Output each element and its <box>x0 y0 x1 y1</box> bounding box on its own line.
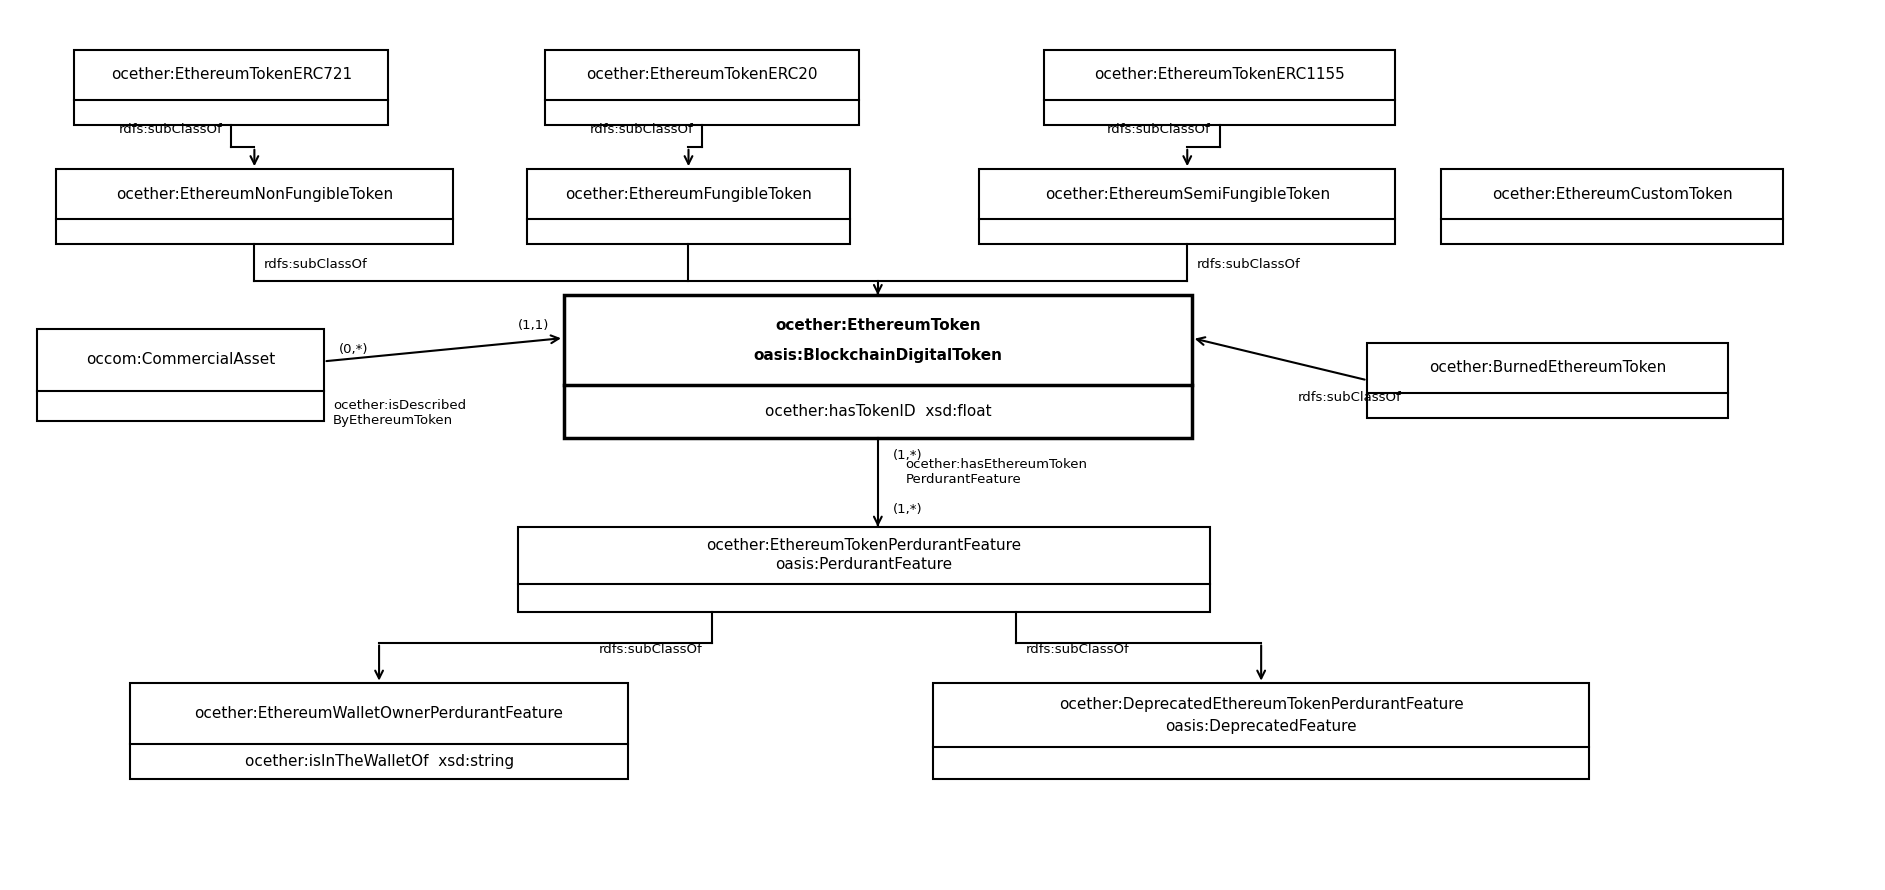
FancyBboxPatch shape <box>1442 169 1783 244</box>
Text: ocether:hasTokenID  xsd:float: ocether:hasTokenID xsd:float <box>765 404 992 419</box>
Text: ocether:isDescribed
ByEthereumToken: ocether:isDescribed ByEthereumToken <box>334 399 466 427</box>
FancyBboxPatch shape <box>518 527 1210 612</box>
Text: ocether:hasEthereumToken
PerdurantFeature: ocether:hasEthereumToken PerdurantFeatur… <box>905 458 1088 486</box>
Text: ocether:EthereumTokenERC1155: ocether:EthereumTokenERC1155 <box>1093 68 1346 83</box>
FancyBboxPatch shape <box>933 684 1589 779</box>
Text: ocether:EthereumTokenPerdurantFeature: ocether:EthereumTokenPerdurantFeature <box>707 538 1022 554</box>
Text: ocether:EthereumTokenERC721: ocether:EthereumTokenERC721 <box>111 68 352 83</box>
FancyBboxPatch shape <box>545 50 860 125</box>
Text: ocether:EthereumFungibleToken: ocether:EthereumFungibleToken <box>566 187 812 202</box>
Text: ocether:EthereumToken: ocether:EthereumToken <box>775 318 980 333</box>
Text: rdfs:subClassOf: rdfs:subClassOf <box>1299 391 1402 404</box>
Text: rdfs:subClassOf: rdfs:subClassOf <box>264 258 368 271</box>
Text: oasis:DeprecatedFeature: oasis:DeprecatedFeature <box>1165 718 1357 733</box>
Text: ocether:EthereumCustomToken: ocether:EthereumCustomToken <box>1491 187 1732 202</box>
FancyBboxPatch shape <box>1367 343 1729 417</box>
Text: ocether:EthereumWalletOwnerPerdurantFeature: ocether:EthereumWalletOwnerPerdurantFeat… <box>194 706 564 721</box>
Text: rdfs:subClassOf: rdfs:subClassOf <box>1197 258 1301 271</box>
Text: ocether:isInTheWalletOf  xsd:string: ocether:isInTheWalletOf xsd:string <box>245 754 513 769</box>
FancyBboxPatch shape <box>564 295 1191 438</box>
FancyBboxPatch shape <box>1044 50 1395 125</box>
Text: rdfs:subClassOf: rdfs:subClassOf <box>1106 124 1210 136</box>
Text: rdfs:subClassOf: rdfs:subClassOf <box>119 124 222 136</box>
FancyBboxPatch shape <box>74 50 388 125</box>
Text: ocether:DeprecatedEthereumTokenPerdurantFeature: ocether:DeprecatedEthereumTokenPerdurant… <box>1059 697 1463 712</box>
Text: (1,*): (1,*) <box>893 503 922 516</box>
Text: ocether:EthereumTokenERC20: ocether:EthereumTokenERC20 <box>586 68 818 83</box>
Text: ocether:EthereumNonFungibleToken: ocether:EthereumNonFungibleToken <box>115 187 392 202</box>
FancyBboxPatch shape <box>980 169 1395 244</box>
Text: rdfs:subClassOf: rdfs:subClassOf <box>590 124 694 136</box>
Text: rdfs:subClassOf: rdfs:subClassOf <box>599 643 703 656</box>
Text: occom:CommercialAsset: occom:CommercialAsset <box>87 352 275 368</box>
FancyBboxPatch shape <box>130 684 628 779</box>
Text: oasis:BlockchainDigitalToken: oasis:BlockchainDigitalToken <box>754 348 1003 363</box>
Text: ocether:BurnedEthereumToken: ocether:BurnedEthereumToken <box>1429 360 1666 376</box>
Text: (0,*): (0,*) <box>339 343 368 356</box>
FancyBboxPatch shape <box>57 169 452 244</box>
Text: (1,1): (1,1) <box>518 320 549 332</box>
Text: ocether:EthereumSemiFungibleToken: ocether:EthereumSemiFungibleToken <box>1044 187 1329 202</box>
Text: (1,*): (1,*) <box>893 449 922 462</box>
FancyBboxPatch shape <box>528 169 850 244</box>
Text: oasis:PerdurantFeature: oasis:PerdurantFeature <box>775 557 952 572</box>
FancyBboxPatch shape <box>38 329 324 421</box>
Text: rdfs:subClassOf: rdfs:subClassOf <box>1025 643 1129 656</box>
